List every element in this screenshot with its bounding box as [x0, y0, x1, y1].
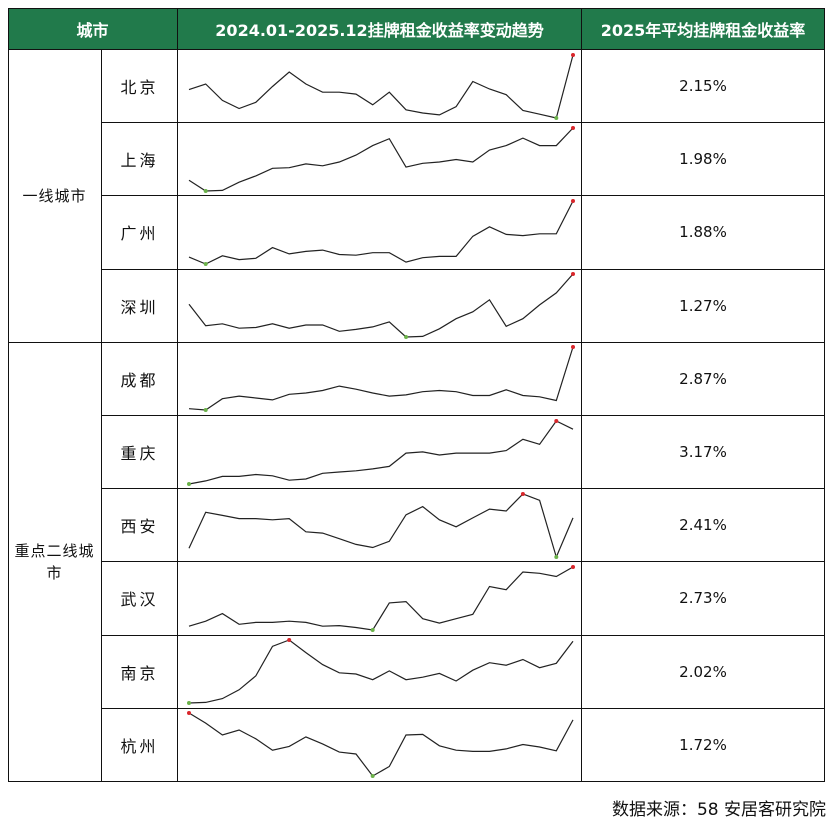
trend-cell — [178, 635, 582, 709]
trend-cell — [178, 269, 582, 343]
sparkline — [188, 198, 575, 266]
city-name: 西安 — [102, 489, 178, 563]
city-name: 上海 — [102, 123, 178, 197]
min-marker — [370, 774, 375, 779]
sparkline — [186, 638, 573, 706]
city-name: 北京 — [102, 50, 178, 124]
group-label: 重点二线城市 — [8, 342, 102, 782]
sparkline-series — [188, 273, 573, 338]
min-marker — [553, 554, 558, 559]
sparkline — [188, 125, 575, 193]
sparkline-series — [188, 127, 573, 192]
sparkline — [188, 564, 575, 632]
min-marker — [203, 408, 208, 413]
sparkline-series — [188, 419, 573, 485]
city-name: 杭州 — [102, 708, 178, 782]
avg-yield-value: 2.15% — [582, 50, 825, 124]
header-trend: 2024.01-2025.12挂牌租金收益率变动趋势 — [178, 8, 582, 50]
avg-yield-value: 3.17% — [582, 416, 825, 490]
trend-cell — [178, 708, 582, 782]
max-marker — [570, 345, 575, 350]
header-city: 城市 — [8, 8, 178, 50]
data-source: 数据来源：58 安居客研究院 — [611, 800, 826, 820]
max-marker — [570, 125, 575, 130]
trend-cell — [178, 416, 582, 490]
max-marker — [520, 491, 525, 496]
sparkline-series — [188, 347, 574, 412]
sparkline-series — [188, 712, 574, 778]
avg-yield-value: 2.41% — [582, 489, 825, 563]
sparkline-series — [187, 493, 574, 559]
group-label: 一线城市 — [8, 50, 102, 343]
min-marker — [203, 261, 208, 266]
min-marker — [186, 481, 191, 486]
avg-yield-value: 1.27% — [582, 269, 825, 343]
rent-yield-table: 城市 2024.01-2025.12挂牌租金收益率变动趋势 2025年平均挂牌租… — [8, 8, 825, 782]
avg-yield-value: 1.72% — [582, 708, 825, 782]
min-marker — [370, 627, 375, 632]
header-avg-yield: 2025年平均挂牌租金收益率 — [582, 8, 825, 50]
trend-cell — [178, 562, 582, 636]
max-marker — [570, 198, 575, 203]
max-marker — [553, 418, 558, 423]
sparkline — [186, 418, 573, 486]
avg-yield-value: 1.98% — [582, 123, 825, 197]
trend-cell — [178, 123, 582, 197]
max-marker — [570, 52, 575, 57]
city-name: 武汉 — [102, 562, 178, 636]
min-marker — [203, 188, 208, 193]
avg-yield-value: 1.88% — [582, 196, 825, 270]
sparkline — [187, 491, 574, 559]
min-marker — [186, 701, 191, 706]
max-marker — [286, 638, 291, 643]
sparkline-series — [188, 54, 574, 119]
avg-yield-value: 2.02% — [582, 635, 825, 709]
sparkline — [186, 711, 574, 779]
city-name: 广州 — [102, 196, 178, 270]
city-name: 成都 — [102, 342, 178, 416]
sparkline-series — [188, 639, 573, 704]
sparkline — [188, 345, 575, 413]
trend-cell — [178, 489, 582, 563]
min-marker — [553, 115, 558, 120]
trend-cell — [178, 342, 582, 416]
avg-yield-value: 2.87% — [582, 342, 825, 416]
sparkline-series — [188, 200, 574, 265]
sparkline-series — [188, 566, 573, 631]
city-name: 南京 — [102, 635, 178, 709]
sparkline — [188, 52, 575, 120]
max-marker — [570, 564, 575, 569]
avg-yield-value: 2.73% — [582, 562, 825, 636]
trend-cell — [178, 196, 582, 270]
max-marker — [186, 711, 191, 716]
city-name: 深圳 — [102, 269, 178, 343]
city-name: 重庆 — [102, 416, 178, 490]
max-marker — [570, 272, 575, 277]
trend-cell — [178, 50, 582, 124]
min-marker — [403, 335, 408, 340]
sparkline — [188, 272, 575, 340]
